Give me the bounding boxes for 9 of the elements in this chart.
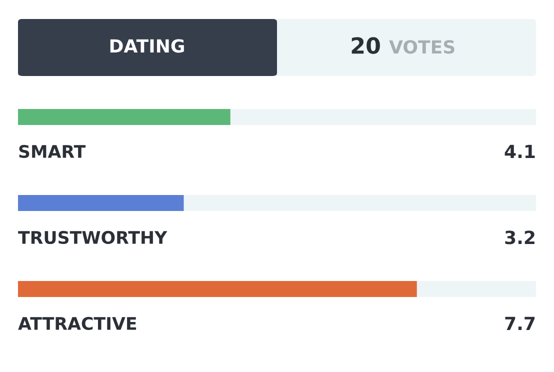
chart-title: DATING xyxy=(110,39,184,53)
text: 20 xyxy=(352,37,380,54)
y-tick-label: SMART xyxy=(19,144,86,158)
data-label: 7.7 xyxy=(505,316,535,330)
data-label: 3.2 xyxy=(505,230,534,244)
y-tick-label: TRUSTWORTHY xyxy=(18,230,168,244)
y-tick-label: ATTRACTIVE xyxy=(18,316,136,330)
data-label: 4.1 xyxy=(504,144,535,158)
text: VOTES xyxy=(389,40,454,54)
